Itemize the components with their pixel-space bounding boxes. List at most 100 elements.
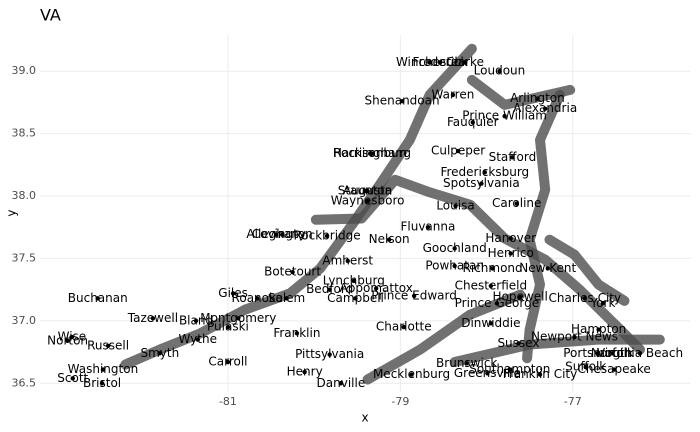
point-label: Fluvanna xyxy=(400,220,455,234)
point-label: Caroline xyxy=(492,196,541,210)
point-label: Prince Edward xyxy=(371,288,456,302)
point-label: Wythe xyxy=(179,332,217,346)
y-tick-label: 37.0 xyxy=(12,314,37,327)
point-label: Norfolk xyxy=(591,346,634,360)
road-line xyxy=(544,234,630,306)
point-label: Franklin xyxy=(273,326,320,340)
point xyxy=(427,60,432,65)
y-tick-label: 38.0 xyxy=(12,189,37,202)
point-label: Charlotte xyxy=(376,320,432,334)
point xyxy=(409,372,414,377)
point xyxy=(65,338,70,344)
point xyxy=(302,369,307,375)
point xyxy=(386,237,392,242)
point xyxy=(236,316,241,321)
point xyxy=(100,367,106,372)
point-label: Rockbridge xyxy=(293,228,360,242)
point-label: Culpeper xyxy=(431,144,485,158)
point xyxy=(508,251,513,256)
point-label: Pulaski xyxy=(207,320,249,334)
point xyxy=(517,294,523,300)
point xyxy=(497,68,502,74)
point-label: Roanoke xyxy=(232,291,283,305)
road-line xyxy=(449,334,665,368)
point xyxy=(490,266,495,271)
point-label: Goochland xyxy=(423,241,487,255)
point-label: Montgomery xyxy=(200,311,276,325)
point-label: Hanover xyxy=(485,231,536,245)
point-label: Charles City xyxy=(549,291,622,305)
point-label: Franklin City xyxy=(503,367,577,381)
point xyxy=(600,301,606,306)
point xyxy=(502,113,507,119)
point xyxy=(596,327,601,332)
point xyxy=(452,246,457,251)
point xyxy=(572,334,577,340)
point xyxy=(327,287,332,292)
point xyxy=(542,106,548,111)
y-axis-label: y xyxy=(5,209,19,216)
road-line xyxy=(466,74,576,110)
point xyxy=(508,236,513,241)
point-label: Carroll xyxy=(208,355,247,369)
y-tick-label: 38.5 xyxy=(12,127,37,140)
point xyxy=(470,120,475,125)
point xyxy=(274,232,279,237)
x-tick-label: -81 xyxy=(219,395,237,408)
point-label: Lynchburg xyxy=(323,273,385,287)
point xyxy=(225,359,231,365)
point xyxy=(595,351,600,356)
point-label: Rockingham xyxy=(333,146,407,160)
point-label: Chesterfield xyxy=(455,278,528,292)
point xyxy=(105,343,111,349)
point-label: York xyxy=(589,296,615,310)
point xyxy=(69,334,75,340)
point-label: Henry xyxy=(287,365,323,379)
point-label: Bristol xyxy=(83,376,121,390)
point-label: Wise xyxy=(58,330,87,344)
point xyxy=(425,225,431,230)
point xyxy=(225,324,231,330)
point-label: Bland xyxy=(179,313,213,327)
point-label: Giles xyxy=(218,286,248,300)
point-label: Appomattox xyxy=(340,281,413,295)
point-label: Louisa xyxy=(436,199,474,213)
point-label: Newport News xyxy=(531,330,618,344)
point-label: Shenandoah xyxy=(365,94,440,108)
point xyxy=(255,296,260,301)
point-label: Norton xyxy=(47,333,88,347)
point xyxy=(195,337,200,342)
point xyxy=(545,266,550,271)
point-label: Scott xyxy=(57,371,88,385)
point xyxy=(611,367,617,372)
point xyxy=(610,351,615,356)
point-label: Covington xyxy=(252,227,313,241)
point-label: Fauquier xyxy=(447,115,499,129)
point-label: Danville xyxy=(317,376,366,390)
point-label: Dinwiddie xyxy=(461,316,520,330)
point-label: Spotsylvania xyxy=(443,176,520,190)
point xyxy=(537,372,543,377)
road-line xyxy=(310,174,645,355)
road-line xyxy=(120,43,477,370)
point xyxy=(399,98,405,104)
point xyxy=(437,60,443,65)
point-label: Frederick xyxy=(413,55,468,69)
point xyxy=(401,324,406,330)
point xyxy=(462,60,468,65)
point xyxy=(452,263,457,269)
point xyxy=(507,367,513,372)
point xyxy=(290,269,295,275)
point-label: Henrico xyxy=(488,246,534,260)
point xyxy=(485,371,490,376)
point-label: Loudoun xyxy=(474,64,526,78)
point xyxy=(455,148,461,154)
point xyxy=(365,198,370,204)
point-label: Clarke xyxy=(446,55,484,69)
x-axis-label: x xyxy=(361,411,368,425)
point-label: Mecklenburg xyxy=(373,367,450,381)
point xyxy=(345,258,350,264)
point-label: Alleghany xyxy=(246,227,306,241)
point-label: Augusta xyxy=(343,184,392,198)
